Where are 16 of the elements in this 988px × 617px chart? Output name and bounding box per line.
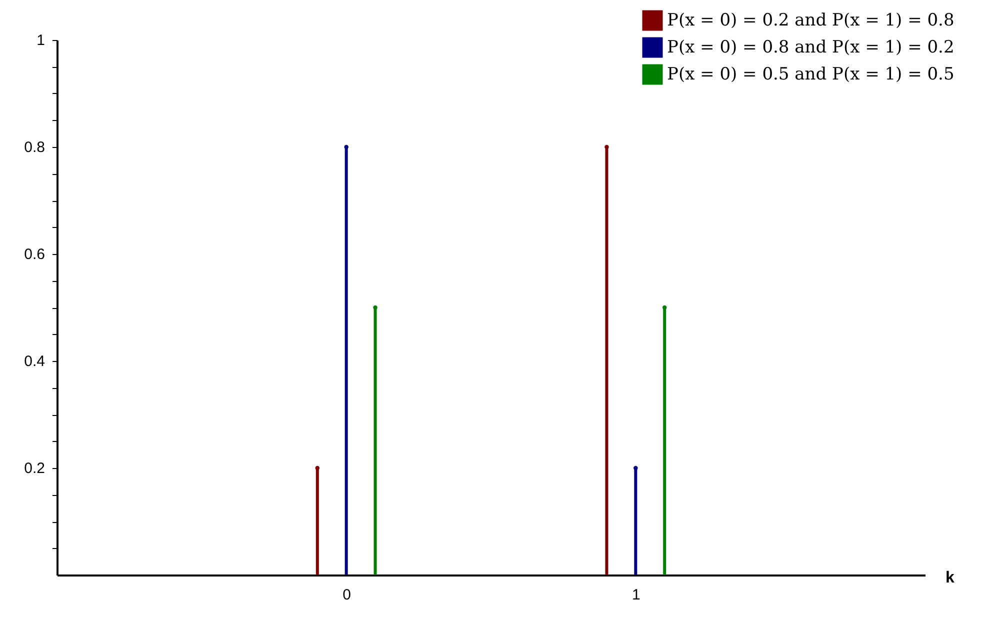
- x-axis-title: k: [946, 570, 954, 586]
- legend-label: P(x = 0) = 0.2 and P(x = 1) = 0.8: [667, 10, 954, 30]
- x-tick-label: 0: [342, 586, 352, 604]
- point: [604, 144, 609, 150]
- point: [662, 305, 667, 310]
- legend-label: P(x = 0) = 0.5 and P(x = 1) = 0.5: [667, 64, 954, 84]
- y-tick-label: 1: [36, 32, 45, 49]
- y-tick-label: 0.6: [24, 246, 45, 263]
- y-tick-label: 0.4: [24, 353, 45, 370]
- point: [373, 305, 378, 310]
- point: [315, 466, 320, 470]
- point: [344, 144, 348, 150]
- y-tick-label: 0.2: [24, 460, 45, 477]
- point: [634, 466, 638, 470]
- legend-label: P(x = 0) = 0.8 and P(x = 1) = 0.2: [667, 38, 954, 58]
- y-tick-label: 0.8: [24, 139, 45, 156]
